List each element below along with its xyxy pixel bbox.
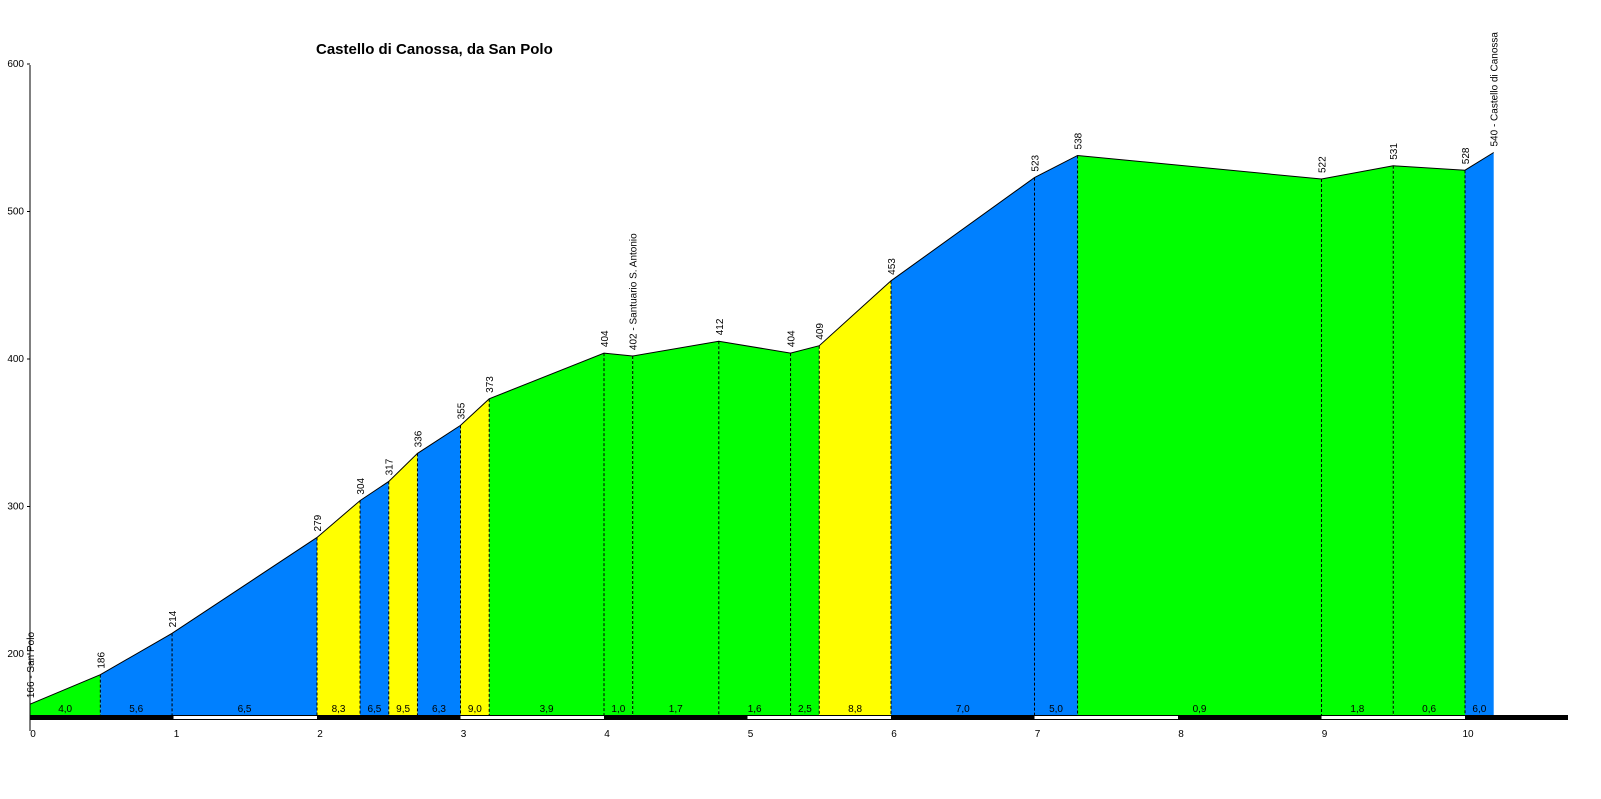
elevation-label: 279	[313, 514, 324, 531]
x-tick-label: 1	[174, 729, 180, 740]
profile-areas	[29, 152, 1494, 717]
profile-segment	[819, 280, 891, 717]
gradient-label: 9,5	[396, 704, 410, 715]
profile-segment	[417, 425, 461, 717]
segment-dividers	[99, 155, 1466, 717]
gradient-label: 6,0	[1472, 704, 1486, 715]
y-tick-label: 600	[7, 59, 24, 70]
elevation-label: 453	[887, 258, 898, 275]
profile-segment	[172, 537, 317, 717]
profile-segment	[30, 674, 101, 717]
gradient-labels: 4,0 5,6 6,5 8,3 6,5 9,5 6,3 9,0 3,9 1,0 1,7 1,6 2,5 8…	[58, 704, 1487, 715]
gradient-label: 5,6	[129, 704, 143, 715]
elevation-label: 531	[1389, 143, 1400, 160]
x-tick-label: 5	[748, 729, 754, 740]
gradient-label: 6,5	[238, 704, 252, 715]
x-tick-label: 3	[461, 729, 467, 740]
gradient-label: 4,0	[58, 704, 72, 715]
x-tick-label: 6	[891, 729, 897, 740]
km-bar	[30, 715, 1568, 720]
km-bar-white-block	[1321, 716, 1465, 719]
gradient-label: 1,0	[611, 704, 625, 715]
elevation-label: 304	[356, 477, 367, 494]
elevation-label: 528	[1461, 147, 1472, 164]
profile-segment	[360, 481, 389, 717]
profile-segment	[632, 341, 719, 717]
elevation-label: 540 - Castello di Canossa	[1490, 32, 1501, 147]
elevation-label: 523	[1031, 154, 1042, 171]
gradient-label: 8,8	[848, 704, 862, 715]
gradient-label: 1,7	[669, 704, 683, 715]
elevation-label: 214	[168, 610, 179, 627]
profile-segment	[1321, 165, 1394, 717]
elevation-label: 355	[457, 402, 468, 419]
x-tick-label: 0	[30, 729, 36, 740]
elevation-label: 336	[413, 430, 424, 447]
elevation-label: 186	[96, 652, 107, 669]
elevation-label: 317	[385, 458, 396, 475]
y-tick-label: 300	[7, 502, 24, 513]
gradient-label: 1,6	[748, 704, 762, 715]
profile-segment	[388, 453, 418, 717]
profile-segment	[1393, 165, 1465, 717]
x-tick-label: 4	[604, 729, 610, 740]
x-tick-label: 10	[1462, 729, 1474, 740]
gradient-label: 6,5	[367, 704, 381, 715]
gradient-label: 1,8	[1350, 704, 1364, 715]
elevation-label: 402 - Santuario S. Antonio	[629, 233, 640, 350]
x-tick-label: 9	[1322, 729, 1328, 740]
x-tick-label: 8	[1178, 729, 1184, 740]
profile-segment	[489, 353, 604, 717]
profile-segment	[317, 500, 361, 717]
profile-segment	[460, 398, 490, 717]
gradient-label: 0,9	[1193, 704, 1207, 715]
km-bar-white-block	[173, 716, 317, 719]
elevation-label: 409	[815, 323, 826, 340]
y-tick-label: 400	[7, 354, 24, 365]
profile-segment	[891, 177, 1035, 717]
profile-segment	[604, 353, 633, 717]
gradient-label: 5,0	[1049, 704, 1063, 715]
elevation-label: 522	[1318, 156, 1329, 173]
profile-segment	[1465, 152, 1494, 717]
y-tick-label: 500	[7, 207, 24, 218]
gradient-label: 8,3	[332, 704, 346, 715]
y-tick-label: 200	[7, 649, 24, 660]
profile-segment	[790, 345, 820, 717]
elevation-label: 412	[715, 318, 726, 335]
profile-segment	[1077, 155, 1322, 717]
elevation-labels: 166 - San Polo 186 214 279 304 317 336 355 373 40…	[26, 32, 1501, 699]
elevation-label: 404	[600, 330, 611, 347]
y-axis-ticks: 200 300 400 500 600	[7, 59, 30, 660]
elevation-label: 166 - San Polo	[26, 632, 37, 699]
gradient-label: 7,0	[956, 704, 970, 715]
chart-title: Castello di Canossa, da San Polo	[316, 41, 553, 58]
gradient-label: 0,6	[1422, 704, 1436, 715]
gradient-label: 2,5	[798, 704, 812, 715]
elevation-label: 404	[787, 330, 798, 347]
elevation-label: 538	[1074, 132, 1085, 149]
x-tick-label: 2	[317, 729, 323, 740]
profile-segment	[1034, 155, 1078, 717]
x-axis-ticks: 0 1 2 3 4 5 6 7 8 9 10	[30, 729, 1474, 740]
profile-segment	[718, 341, 791, 717]
gradient-label: 9,0	[468, 704, 482, 715]
gradient-label: 3,9	[540, 704, 554, 715]
km-bar-white-block	[460, 716, 604, 719]
gradient-label: 6,3	[432, 704, 446, 715]
km-bar-white-block	[747, 716, 891, 719]
profile-segment	[100, 633, 173, 717]
elevation-label: 373	[485, 376, 496, 393]
x-tick-label: 7	[1035, 729, 1041, 740]
km-bar-white-block	[1034, 716, 1178, 719]
